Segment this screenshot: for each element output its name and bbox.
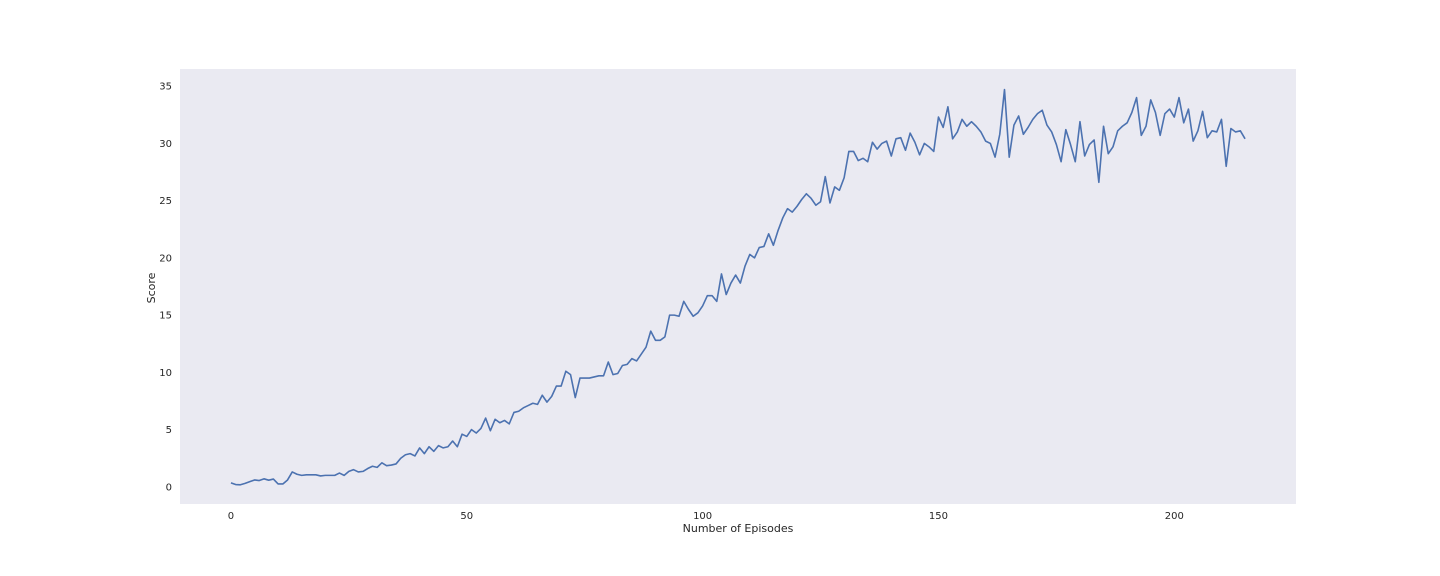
y-tick-label: 5 bbox=[166, 425, 172, 436]
x-tick-label: 150 bbox=[929, 511, 948, 522]
series-group bbox=[230, 88, 1246, 486]
y-tick-label: 10 bbox=[159, 368, 172, 379]
y-tick-label: 0 bbox=[166, 482, 172, 493]
y-axis-ticks: 0 5 10 15 20 25 30 35 bbox=[159, 82, 172, 494]
y-tick-label: 15 bbox=[159, 311, 172, 322]
y-tick-label: 30 bbox=[159, 139, 172, 150]
y-tick-label: 20 bbox=[159, 253, 172, 264]
y-tick-label: 25 bbox=[159, 196, 172, 207]
y-axis-label: Score bbox=[145, 272, 158, 303]
x-tick-label: 50 bbox=[460, 511, 473, 522]
x-tick-label: 100 bbox=[693, 511, 712, 522]
x-tick-label: 200 bbox=[1165, 511, 1184, 522]
x-tick-label: 0 bbox=[228, 511, 234, 522]
x-axis-label: Number of Episodes bbox=[683, 522, 794, 535]
y-tick-label: 35 bbox=[159, 82, 172, 93]
x-axis-ticks: 0 50 100 150 200 bbox=[228, 511, 1184, 522]
plot-area bbox=[180, 69, 1296, 504]
series-line bbox=[230, 88, 1246, 486]
